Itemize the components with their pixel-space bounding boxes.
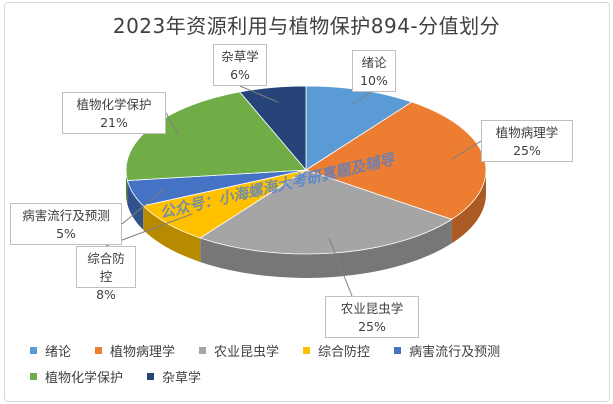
- leader-line-2: [451, 140, 482, 160]
- data-label-value: 25%: [513, 143, 541, 158]
- legend-item-1: 绪论: [30, 341, 72, 360]
- legend-swatch: [303, 346, 311, 354]
- legend-swatch: [147, 372, 155, 380]
- leader-line-7: [239, 85, 279, 103]
- legend-label: 病害流行及预测: [409, 344, 501, 360]
- legend-item-4: 综合防控: [303, 341, 371, 360]
- legend-label: 植物化学保护: [45, 370, 124, 386]
- legend-label: 农业昆虫学: [214, 344, 280, 360]
- legend-label: 绪论: [45, 344, 72, 360]
- leader-line-5: [121, 188, 165, 225]
- legend-swatch: [95, 346, 103, 354]
- legend-swatch: [199, 346, 207, 354]
- legend-item-6: 植物化学保护: [30, 367, 124, 386]
- data-label-name: 杂草学: [221, 49, 259, 64]
- legend: 绪论 植物病理学 农业昆虫学 综合防控 病害流行及预测植物化学保护 杂草学: [30, 341, 590, 386]
- data-label-5: 病害流行及预测 5%: [10, 203, 122, 245]
- legend-label: 综合防控: [318, 344, 371, 360]
- data-label-3: 农业昆虫学 25%: [325, 296, 419, 338]
- slice-side-4: [143, 205, 201, 262]
- data-label-6: 植物化学保护 21%: [62, 92, 166, 134]
- data-label-value: 6%: [230, 67, 250, 82]
- data-label-name: 植物病理学: [495, 125, 559, 140]
- legend-item-2: 植物病理学: [95, 341, 176, 360]
- data-label-value: 8%: [96, 287, 116, 302]
- slice-side-5: [127, 180, 144, 230]
- legend-label: 植物病理学: [110, 344, 176, 360]
- pie-sides: [126, 170, 486, 278]
- leader-line-3: [328, 237, 353, 297]
- slice-side-6: [126, 170, 128, 205]
- legend-item-7: 杂草学: [147, 367, 202, 386]
- pie-slice-7: [238, 85, 307, 172]
- data-label-1: 绪论 10%: [352, 50, 396, 92]
- pie-slice-3: [199, 169, 453, 255]
- data-label-7: 杂草学 6%: [213, 44, 267, 86]
- data-label-name: 绪论: [361, 55, 387, 70]
- legend-item-5: 病害流行及预测: [394, 341, 501, 360]
- data-label-value: 25%: [358, 319, 386, 334]
- data-label-value: 5%: [56, 226, 76, 241]
- leader-line-6: [165, 112, 180, 136]
- legend-label: 杂草学: [162, 370, 202, 386]
- legend-swatch: [30, 346, 37, 354]
- data-label-2: 植物病理学 25%: [481, 120, 573, 162]
- leader-line-1: [351, 91, 373, 105]
- legend-item-3: 农业昆虫学: [199, 341, 280, 360]
- slice-side-3: [200, 219, 452, 278]
- data-label-name: 综合防控: [87, 251, 125, 284]
- data-label-name: 病害流行及预测: [22, 208, 110, 223]
- data-label-name: 农业昆虫学: [340, 301, 404, 316]
- pie-slices: [125, 85, 487, 255]
- data-label-4: 综合防控 8%: [76, 246, 136, 302]
- legend-swatch: [394, 346, 402, 354]
- chart-title: 2023年资源利用与植物保护894-分值划分: [112, 14, 501, 38]
- data-label-name: 植物化学保护: [76, 97, 152, 112]
- legend-swatch: [30, 372, 37, 380]
- data-label-value: 21%: [100, 115, 128, 130]
- data-label-value: 10%: [360, 73, 388, 88]
- slice-side-2: [451, 170, 486, 244]
